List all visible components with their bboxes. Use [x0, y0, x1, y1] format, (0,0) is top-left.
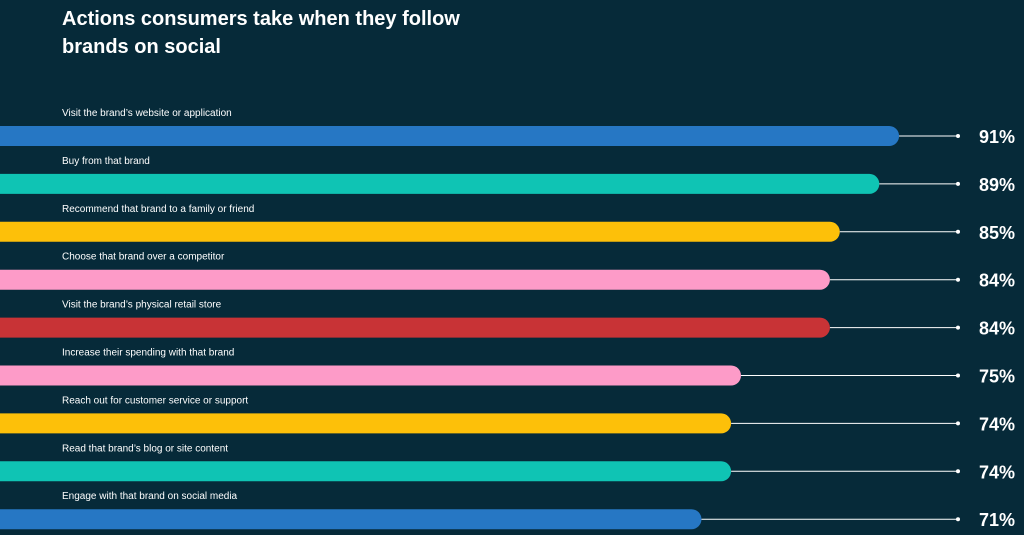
value-label: 91%: [979, 127, 1015, 147]
bar: [0, 317, 830, 338]
bar: [0, 221, 840, 242]
category-label: Recommend that brand to a family or frie…: [62, 204, 254, 215]
leader-dot: [956, 421, 960, 426]
bar: [0, 461, 732, 482]
value-label: 84%: [979, 319, 1015, 339]
bar: [0, 365, 741, 386]
value-label: 74%: [979, 414, 1015, 434]
category-label: Buy from that brand: [62, 156, 150, 167]
leader-dot: [956, 277, 960, 282]
value-label: 74%: [979, 462, 1015, 482]
category-label: Reach out for customer service or suppor…: [62, 395, 248, 406]
leader-dot: [956, 373, 960, 378]
leader-dot: [956, 181, 960, 186]
leader-dot: [956, 469, 960, 474]
leader-dot: [956, 325, 960, 330]
chart-title: Actions consumers take when they follow …: [62, 8, 460, 58]
value-label: 85%: [979, 223, 1015, 243]
category-label: Increase their spending with that brand: [62, 348, 234, 359]
category-label: Read that brand’s blog or site content: [62, 443, 228, 454]
bar: [0, 509, 702, 530]
leader-dot: [956, 517, 960, 522]
leader-dot: [956, 229, 960, 234]
bar: [0, 413, 732, 434]
leader-dot: [956, 134, 960, 138]
value-label: 89%: [979, 175, 1015, 195]
category-label: Engage with that brand on social media: [62, 491, 238, 502]
bar: [0, 173, 880, 194]
value-label: 75%: [979, 367, 1015, 387]
category-label: Choose that brand over a competitor: [62, 252, 225, 263]
bar: [0, 269, 830, 290]
category-label: Visit the brand’s website or application: [62, 108, 232, 119]
value-label: 71%: [979, 510, 1015, 530]
value-label: 84%: [979, 271, 1015, 291]
bar: [0, 126, 900, 146]
category-label: Visit the brand’s physical retail store: [62, 300, 222, 311]
